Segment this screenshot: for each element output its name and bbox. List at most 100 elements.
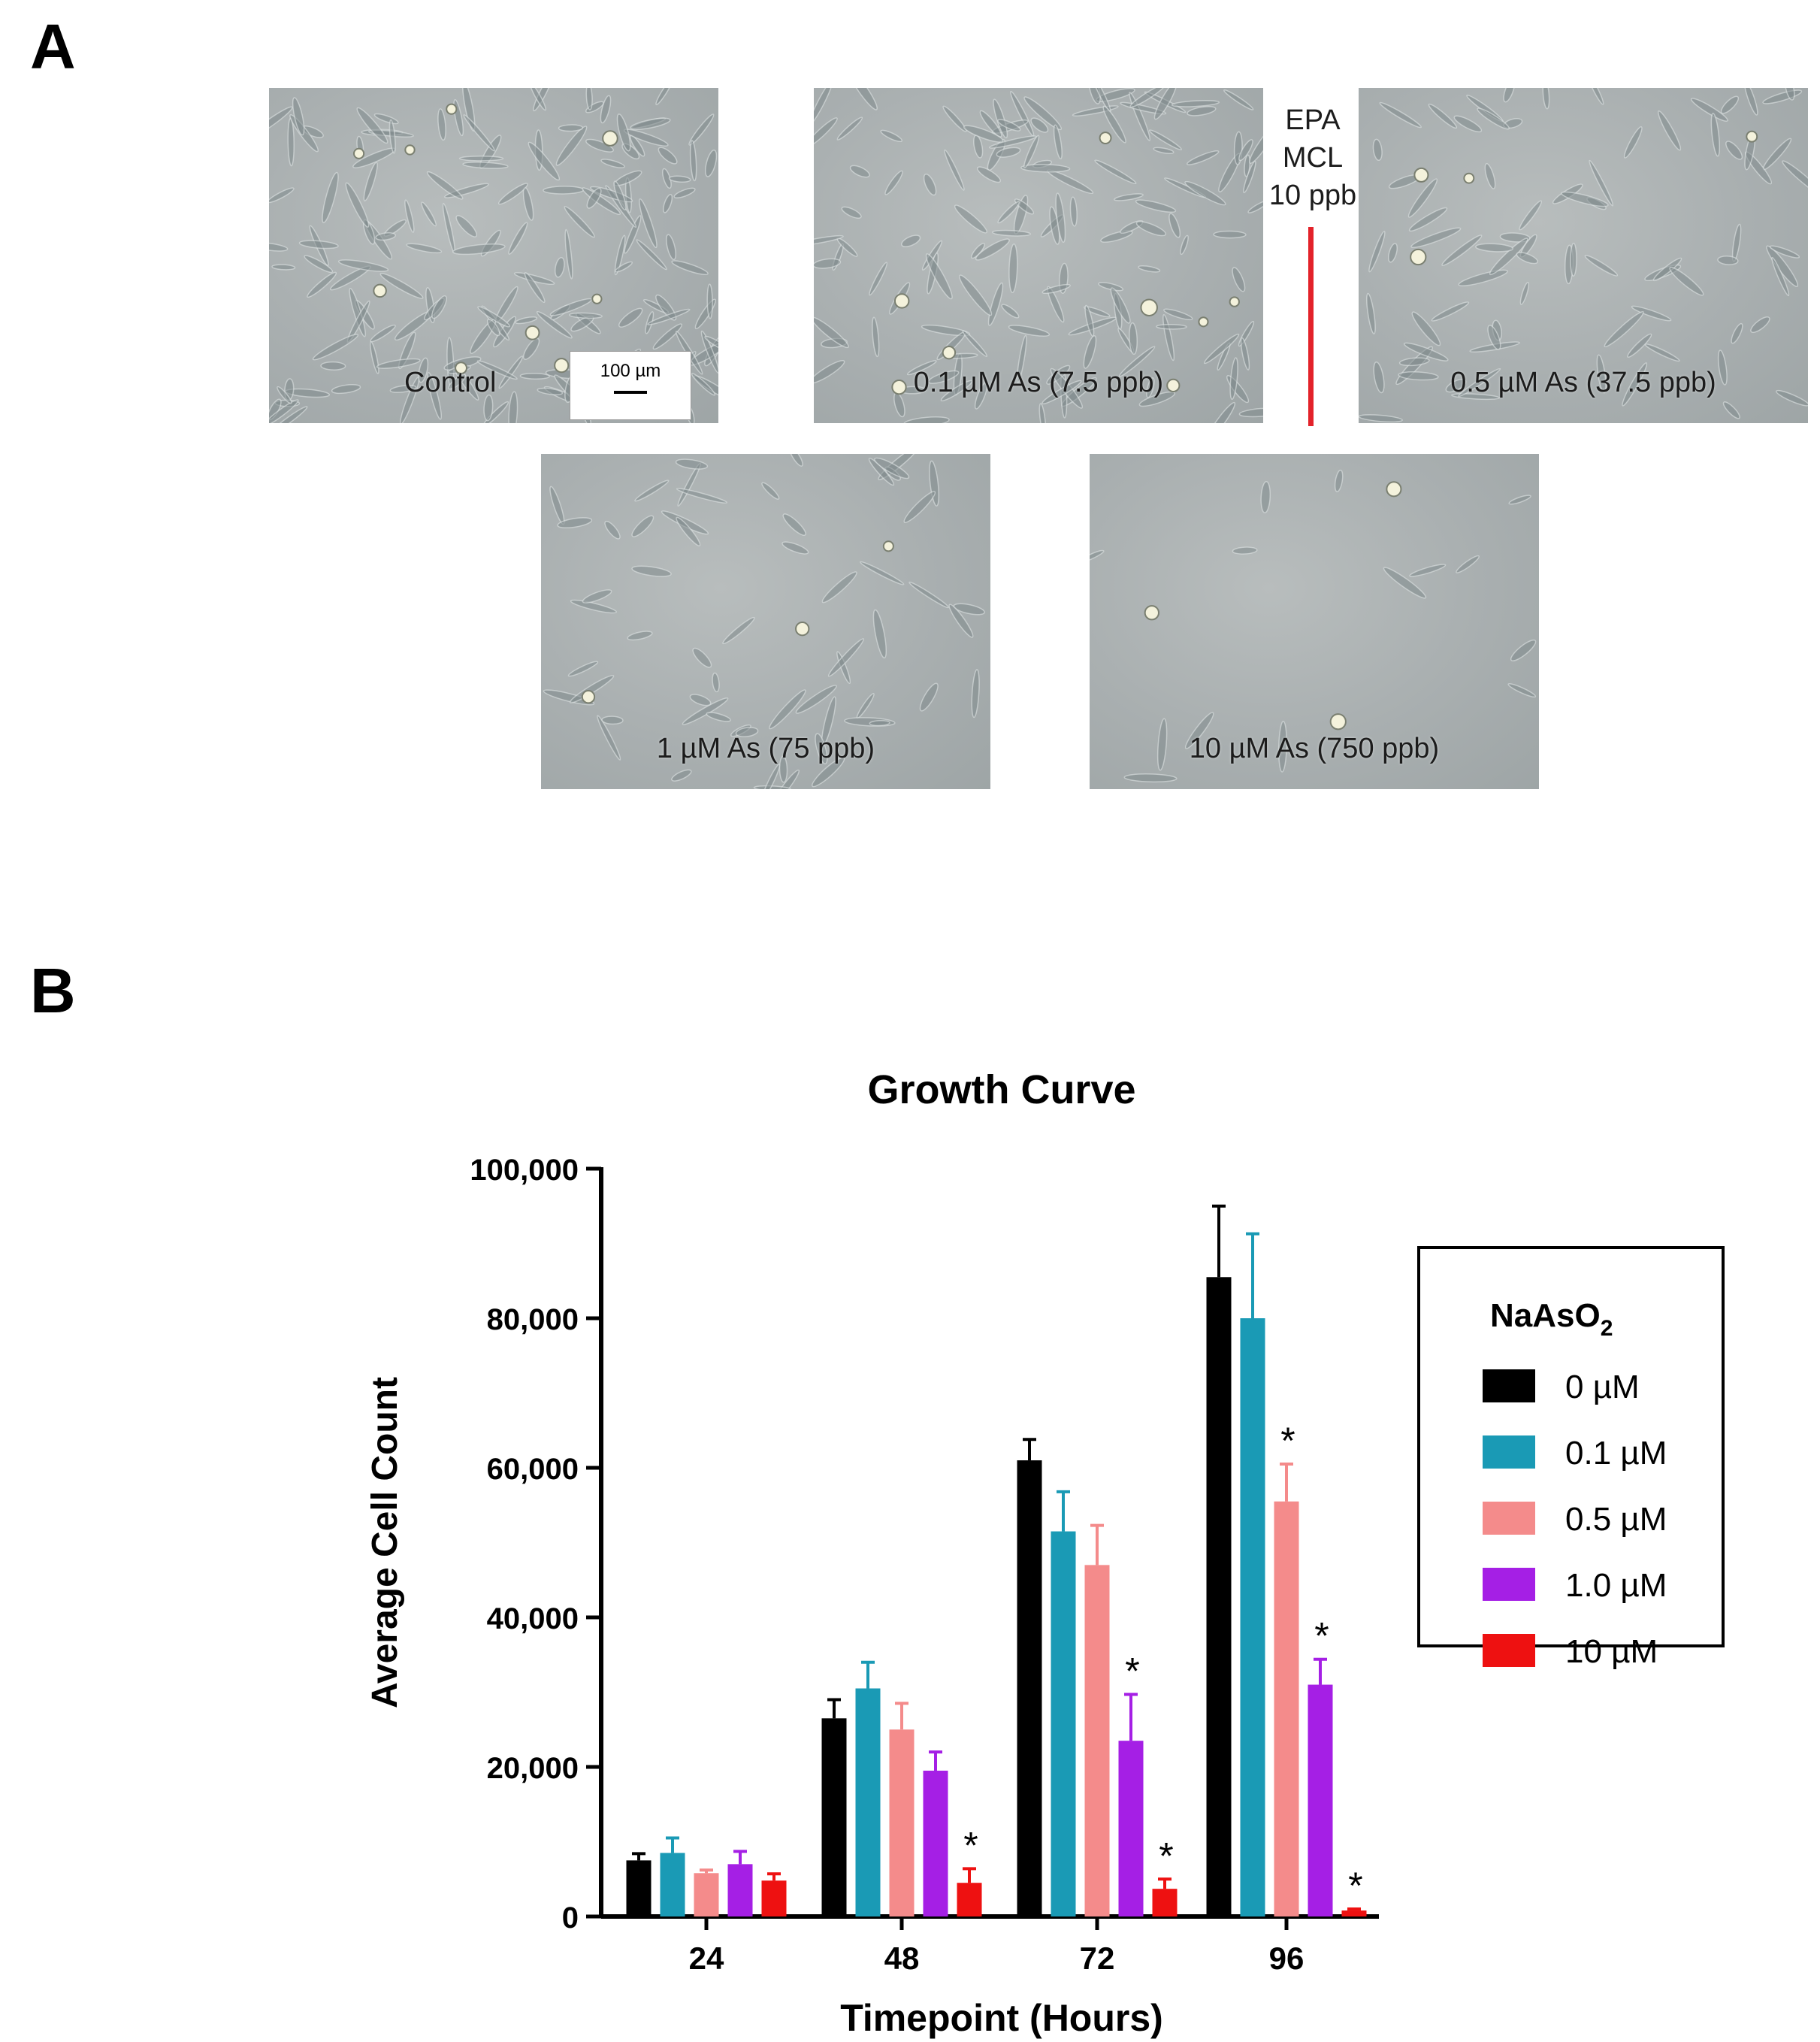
cell (1445, 379, 1467, 393)
cell (1720, 95, 1740, 114)
cell (427, 371, 443, 420)
cell (1135, 221, 1166, 237)
cell (1631, 305, 1672, 322)
cell (1408, 207, 1448, 232)
legend-swatch (1483, 1568, 1535, 1601)
rounded-cell (893, 293, 910, 309)
bar (660, 1853, 685, 1916)
cell (1223, 89, 1254, 110)
cell (322, 171, 339, 223)
cell (1153, 88, 1178, 120)
cell (761, 482, 780, 500)
cell (1542, 88, 1550, 110)
cell (1008, 325, 1051, 337)
cell (585, 138, 615, 153)
cell (337, 259, 389, 272)
cell-texture (1359, 88, 1808, 423)
cell (448, 374, 467, 390)
cell (993, 98, 1008, 139)
micrograph-0-1um: 0.1 µM As (7.5 ppb) (814, 88, 1263, 423)
cell (515, 316, 538, 325)
bar (761, 1880, 787, 1916)
cell (404, 199, 415, 233)
bar (1084, 1565, 1110, 1916)
cell (847, 88, 878, 110)
cell (901, 234, 921, 247)
cell (1409, 564, 1447, 577)
cell (356, 107, 388, 144)
cell (600, 159, 625, 168)
cell (1604, 310, 1644, 348)
cell (1042, 283, 1071, 295)
significance-marker: * (1125, 1650, 1139, 1692)
cell (522, 186, 534, 221)
cell (486, 319, 500, 337)
cell (1428, 103, 1458, 129)
cell (269, 187, 295, 204)
cell (1146, 377, 1155, 398)
cell (704, 150, 718, 177)
legend-box (1417, 1246, 1725, 1647)
rounded-cell (525, 325, 540, 340)
cell (1138, 265, 1161, 273)
cell (1644, 343, 1680, 362)
cell (856, 693, 875, 719)
cell (292, 97, 305, 136)
cell (1238, 320, 1255, 347)
cell (1114, 193, 1144, 201)
cell (1431, 301, 1470, 322)
bar (957, 1883, 982, 1916)
cell (569, 675, 615, 703)
cell-texture (543, 454, 985, 789)
cell (1782, 160, 1808, 196)
cell (462, 162, 509, 169)
cell (1489, 237, 1528, 276)
x-tick-label: 72 (1080, 1941, 1115, 1976)
bar (1152, 1889, 1178, 1916)
cell (997, 119, 1021, 132)
cell (1110, 287, 1131, 324)
cell (694, 298, 716, 330)
cell (704, 335, 718, 352)
rounded-cell (1413, 167, 1429, 183)
cell (636, 239, 667, 271)
cell (418, 357, 429, 383)
cell (668, 175, 691, 183)
rounded-cell (1099, 132, 1112, 145)
cell (1102, 105, 1126, 144)
cell (639, 198, 658, 249)
cell (1570, 242, 1577, 277)
cell (557, 517, 593, 529)
cell (971, 669, 980, 718)
cell (298, 240, 339, 250)
panel-b-label: B (30, 955, 76, 1026)
micrograph-caption: Control (404, 367, 497, 398)
cell (1769, 245, 1800, 259)
cell (536, 310, 573, 339)
cell (1038, 403, 1047, 423)
cell (671, 260, 709, 276)
x-axis-label: Timepoint (Hours) (840, 1997, 1163, 2039)
cell (582, 589, 612, 604)
cell (615, 261, 633, 273)
cell (880, 129, 902, 143)
cell (658, 147, 678, 165)
cell (613, 180, 627, 210)
cell (508, 222, 528, 255)
cell (549, 486, 565, 525)
rounded-cell (591, 293, 603, 304)
cell (996, 147, 1021, 158)
cell (1008, 243, 1018, 294)
cell (1184, 712, 1214, 749)
micrograph-caption: 10 µM As (750 ppb) (1189, 733, 1440, 764)
cell (1168, 213, 1181, 238)
cell (1238, 139, 1253, 162)
cell (691, 373, 716, 396)
cell (919, 682, 939, 712)
cell (903, 491, 936, 523)
cell (269, 406, 308, 423)
cell (304, 255, 334, 274)
cell (564, 206, 595, 238)
rounded-cell (1166, 378, 1181, 392)
panel-a-label: A (30, 11, 76, 82)
